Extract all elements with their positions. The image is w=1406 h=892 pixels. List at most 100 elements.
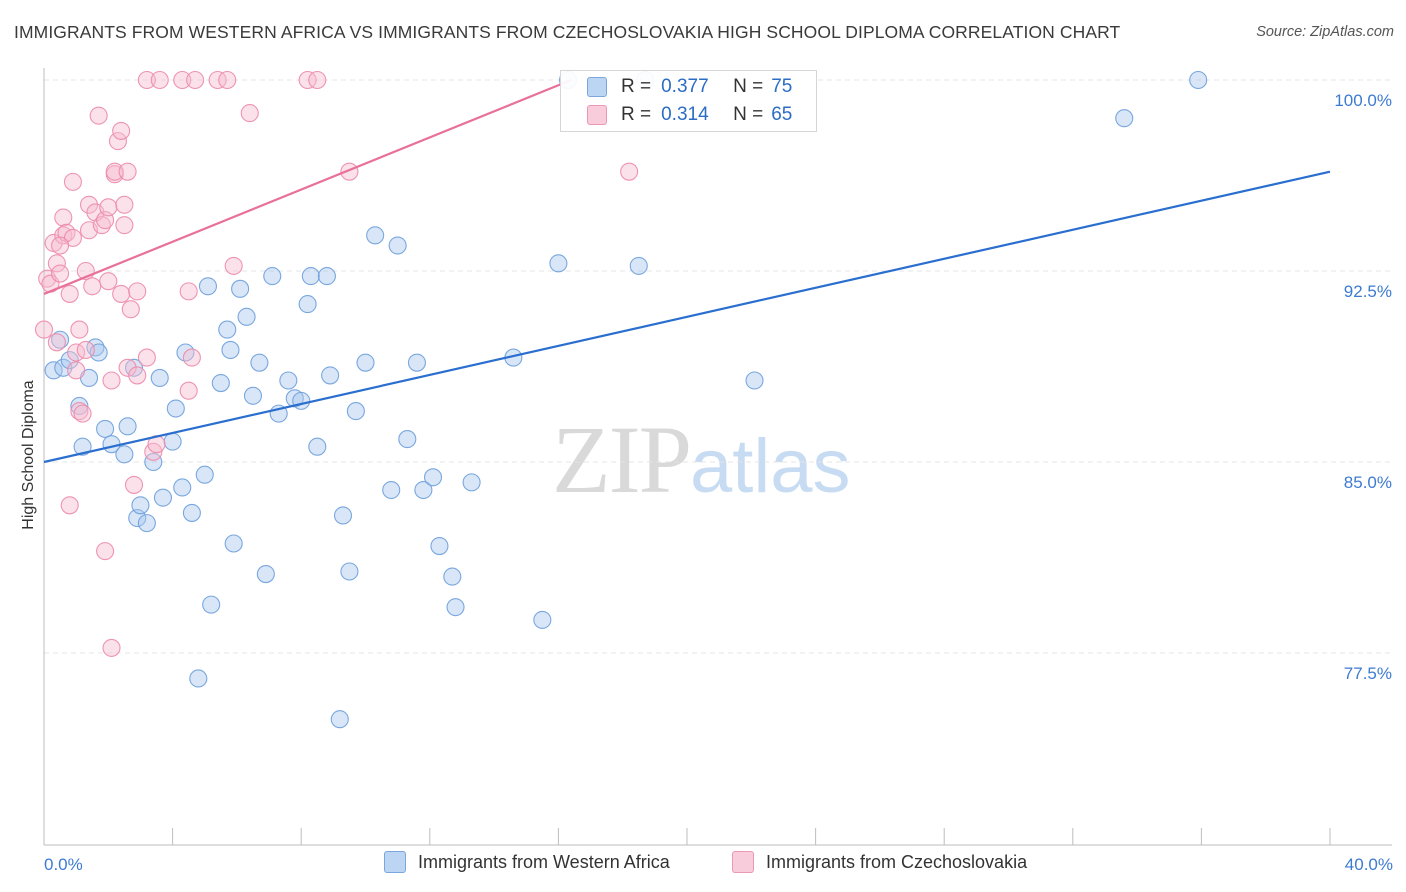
point-czechoslovakia xyxy=(92,216,111,235)
series-czechoslovakia xyxy=(34,70,639,657)
point-czechoslovakia xyxy=(60,496,79,515)
x-tick-label-max: 40.0% xyxy=(1345,855,1393,874)
point-czechoslovakia xyxy=(186,70,205,90)
legend-label: Immigrants from Western Africa xyxy=(418,851,670,872)
point-czechoslovakia xyxy=(51,264,70,283)
point-western-africa xyxy=(118,417,137,436)
point-czechoslovakia xyxy=(47,254,66,273)
point-czechoslovakia xyxy=(112,284,131,303)
point-western-africa xyxy=(221,340,240,359)
point-western-africa xyxy=(195,465,214,484)
point-czechoslovakia xyxy=(83,277,102,296)
point-czechoslovakia xyxy=(118,162,137,181)
legend-swatch-blue xyxy=(384,851,406,873)
legend-swatch-blue xyxy=(587,77,607,97)
point-western-africa xyxy=(443,567,462,586)
point-czechoslovakia xyxy=(63,172,82,191)
point-czechoslovakia xyxy=(73,404,92,423)
point-western-africa xyxy=(256,565,275,584)
legend-n-label: N = xyxy=(733,104,764,125)
point-western-africa xyxy=(745,371,764,390)
point-western-africa xyxy=(317,267,336,286)
point-western-africa xyxy=(250,353,269,372)
point-western-africa xyxy=(153,488,173,507)
point-western-africa xyxy=(388,236,407,255)
point-czechoslovakia xyxy=(102,371,121,390)
axes xyxy=(43,68,1392,846)
point-czechoslovakia xyxy=(137,348,156,367)
point-czechoslovakia xyxy=(67,361,86,380)
legend-n-label: N = xyxy=(733,76,764,97)
legend-item-czechoslovakia[interactable]: Immigrants from Czechoslovakia xyxy=(732,851,1027,873)
tick-labels: 77.5% 85.0% 92.5% 100.0% 0.0% 40.0% xyxy=(44,91,1393,874)
zipatlas-watermark: ZIPatlas xyxy=(552,404,851,515)
point-czechoslovakia xyxy=(89,106,108,125)
point-czechoslovakia xyxy=(150,70,169,90)
point-czechoslovakia xyxy=(118,358,137,377)
point-western-africa xyxy=(321,366,340,385)
point-czechoslovakia xyxy=(173,70,192,90)
point-czechoslovakia xyxy=(99,198,118,217)
legend-item-western-africa[interactable]: Immigrants from Western Africa xyxy=(384,851,670,873)
point-western-africa xyxy=(1115,109,1134,128)
point-czechoslovakia xyxy=(240,104,259,123)
point-western-africa xyxy=(73,437,92,456)
point-western-africa xyxy=(430,536,449,556)
point-czechoslovakia xyxy=(124,475,144,494)
legend-row-czechoslovakia: R = 0.314 N = 65 xyxy=(587,101,793,129)
point-czechoslovakia xyxy=(99,272,118,291)
point-western-africa xyxy=(333,506,353,525)
point-western-africa xyxy=(51,330,70,349)
point-czechoslovakia xyxy=(128,282,147,301)
point-western-africa xyxy=(131,496,150,515)
point-western-africa xyxy=(423,468,443,487)
point-czechoslovakia xyxy=(128,366,147,385)
source-label: Source: ZipAtlas.com xyxy=(1256,24,1394,40)
point-western-africa xyxy=(414,480,433,500)
legend-swatch-pink xyxy=(587,105,607,125)
trend-line-czechoslovakia xyxy=(43,78,572,295)
point-czechoslovakia xyxy=(79,195,99,214)
legend-r-value: 0.314 xyxy=(661,104,709,125)
point-western-africa xyxy=(263,267,282,286)
point-czechoslovakia xyxy=(54,208,73,227)
point-czechoslovakia xyxy=(76,340,95,359)
point-western-africa xyxy=(173,478,192,497)
legend-n-value: 75 xyxy=(771,76,793,97)
point-western-africa xyxy=(356,353,375,372)
point-western-africa xyxy=(115,445,134,464)
point-western-africa xyxy=(382,480,401,500)
point-western-africa xyxy=(231,279,250,298)
point-western-africa xyxy=(346,402,365,421)
point-western-africa xyxy=(279,371,298,390)
point-western-africa xyxy=(398,430,417,449)
point-western-africa xyxy=(182,503,201,522)
point-western-africa xyxy=(163,432,182,451)
point-czechoslovakia xyxy=(308,70,327,90)
point-western-africa xyxy=(340,562,359,581)
point-western-africa xyxy=(462,473,481,492)
point-czechoslovakia xyxy=(60,284,79,303)
point-czechoslovakia xyxy=(108,132,127,151)
point-czechoslovakia xyxy=(298,70,317,90)
point-czechoslovakia xyxy=(208,70,227,90)
point-czechoslovakia xyxy=(51,236,70,255)
watermark-atlas: atlas xyxy=(690,424,851,509)
point-czechoslovakia xyxy=(179,381,198,400)
point-western-africa xyxy=(96,419,115,438)
correlation-legend: R = 0.377 N = 75 R = 0.314 N = 65 xyxy=(560,70,817,132)
point-czechoslovakia xyxy=(620,162,639,181)
point-czechoslovakia xyxy=(115,216,134,235)
point-czechoslovakia xyxy=(224,256,243,275)
y-tick-label: 77.5% xyxy=(1344,664,1392,683)
point-western-africa xyxy=(629,256,648,275)
point-czechoslovakia xyxy=(70,320,89,339)
point-western-africa xyxy=(308,437,327,456)
legend-label: Immigrants from Czechoslovakia xyxy=(766,851,1028,872)
point-czechoslovakia xyxy=(96,542,115,561)
point-western-africa xyxy=(202,595,221,614)
legend-n-value: 65 xyxy=(771,104,793,125)
y-tick-label: 92.5% xyxy=(1344,282,1392,301)
point-western-africa xyxy=(166,399,185,418)
